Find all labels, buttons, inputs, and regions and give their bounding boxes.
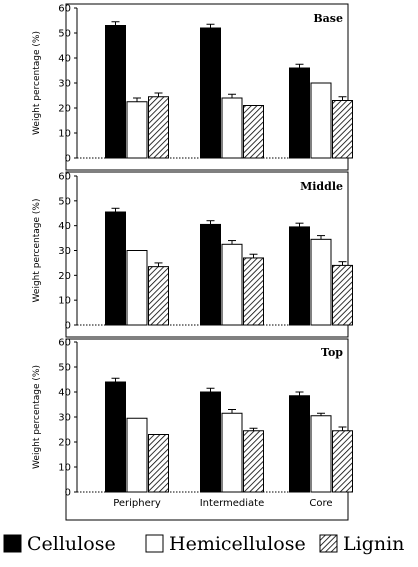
y-tick-label: 20 — [58, 438, 71, 449]
y-axis-label: Weight percentage (%) — [32, 365, 42, 469]
bar-lignin-core — [332, 430, 353, 493]
panel-frame — [65, 171, 349, 338]
bar-lignin-intermediate — [243, 257, 264, 326]
legend-label: Lignin — [343, 533, 404, 555]
bar-lignin-periphery — [148, 434, 169, 493]
y-tick-label: 30 — [58, 79, 71, 90]
y-tick-label: 20 — [58, 104, 71, 115]
bar-cellulose-periphery — [105, 211, 126, 326]
legend-label: Hemicellulose — [169, 533, 306, 555]
legend-item-cellulose: Cellulose — [3, 533, 116, 555]
x-tick-label: Core — [309, 498, 332, 509]
bar-hemicellulose-periphery — [126, 250, 148, 326]
legend: Cellulose Hemicellulose Lignin — [3, 533, 404, 555]
y-tick-label: 0 — [65, 488, 71, 499]
legend-swatch — [145, 534, 164, 553]
panel-2: 0 10 20 30 40 50 60 Weight percentage (%) Top Per… — [32, 338, 353, 521]
y-tick-label: 60 — [58, 338, 71, 349]
y-tick-label: 40 — [58, 388, 71, 399]
bar-hemicellulose-periphery — [126, 417, 148, 493]
y-tick-label: 0 — [65, 154, 71, 165]
y-tick-label: 0 — [65, 321, 71, 332]
y-tick-label: 40 — [58, 221, 71, 232]
bar-cellulose-periphery — [105, 381, 126, 493]
y-tick-label: 10 — [58, 463, 71, 474]
panel-title: Base — [313, 12, 343, 25]
bar-cellulose-core — [289, 395, 310, 493]
legend-swatch — [3, 534, 22, 553]
bar-lignin-core — [332, 100, 353, 159]
y-tick-label: 30 — [58, 246, 71, 257]
bar-hemicellulose-intermediate — [221, 97, 243, 159]
legend-label: Cellulose — [27, 533, 116, 555]
bar-lignin-core — [332, 264, 353, 326]
y-tick-label: 30 — [58, 413, 71, 424]
y-tick-label: 50 — [58, 363, 71, 374]
bar-cellulose-intermediate — [200, 27, 221, 159]
y-axis-label: Weight percentage (%) — [32, 31, 42, 135]
bar-cellulose-periphery — [105, 25, 126, 159]
y-tick-label: 20 — [58, 271, 71, 282]
bar-hemicellulose-intermediate — [221, 412, 243, 493]
bar-hemicellulose-core — [310, 82, 332, 159]
bar-cellulose-intermediate — [200, 391, 221, 493]
bar-lignin-periphery — [148, 266, 169, 326]
y-tick-label: 60 — [58, 172, 71, 183]
y-tick-label: 10 — [58, 296, 71, 307]
y-tick-label: 10 — [58, 129, 71, 140]
panel-frame — [65, 3, 349, 171]
bar-hemicellulose-core — [310, 415, 332, 493]
bar-hemicellulose-intermediate — [221, 243, 243, 326]
legend-item-lignin: Lignin — [319, 533, 404, 555]
y-tick-label: 50 — [58, 29, 71, 40]
bar-hemicellulose-periphery — [126, 101, 148, 159]
panel-title: Middle — [300, 180, 343, 193]
bar-lignin-periphery — [148, 96, 169, 159]
y-axis-label: Weight percentage (%) — [32, 199, 42, 303]
bar-lignin-intermediate — [243, 430, 264, 493]
x-tick-label: Periphery — [113, 498, 161, 509]
bar-cellulose-core — [289, 67, 310, 159]
x-tick-label: Intermediate — [200, 498, 265, 509]
panel-frame — [65, 338, 349, 521]
bar-cellulose-intermediate — [200, 223, 221, 326]
y-tick-label: 40 — [58, 54, 71, 65]
panel-title: Top — [321, 346, 343, 359]
legend-swatch — [319, 534, 338, 553]
bar-lignin-intermediate — [243, 105, 264, 159]
panel-0: 0 10 20 30 40 50 60 Weight percentage (%) Base — [32, 3, 353, 171]
bar-hemicellulose-core — [310, 238, 332, 326]
panel-1: 0 10 20 30 40 50 60 Weight percentage (%) Middle — [32, 171, 353, 338]
y-tick-label: 60 — [58, 4, 71, 15]
y-tick-label: 50 — [58, 196, 71, 207]
legend-item-hemicellulose: Hemicellulose — [145, 533, 306, 555]
bar-cellulose-core — [289, 226, 310, 326]
panels-layer: 0 10 20 30 40 50 60 Weight percentage (%) Base 0 1… — [32, 3, 353, 521]
